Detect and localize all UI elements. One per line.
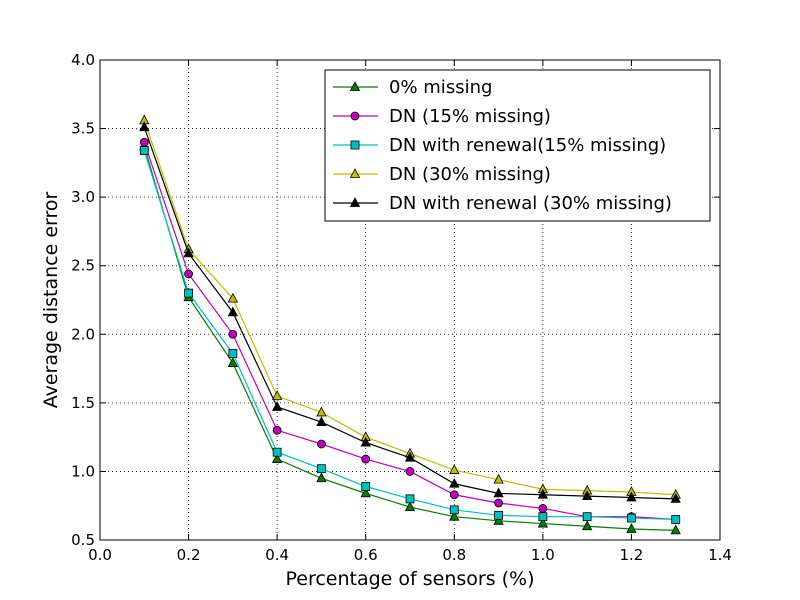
y-tick-label: 2.0	[71, 325, 95, 343]
data-point	[317, 464, 326, 474]
data-point	[228, 329, 238, 339]
data-point	[139, 137, 149, 147]
series-group	[139, 114, 681, 535]
data-point	[139, 146, 149, 155]
data-point	[449, 464, 460, 474]
legend-item: DN (15% missing)	[333, 106, 551, 127]
x-tick-label: 1.0	[531, 546, 555, 564]
data-point	[271, 453, 283, 463]
data-point	[537, 517, 549, 528]
data-point	[581, 490, 593, 501]
data-point	[404, 451, 416, 462]
series	[139, 146, 681, 524]
data-point	[582, 512, 592, 522]
y-tick-label: 3.0	[71, 188, 95, 206]
legend-label: DN with renewal (30% missing)	[389, 193, 672, 214]
data-point	[626, 523, 637, 533]
x-tick-label: 0.4	[265, 546, 289, 564]
data-point	[493, 514, 504, 525]
data-point	[405, 494, 415, 504]
y-tick-label: 0.5	[71, 531, 95, 549]
legend-marker	[350, 111, 360, 121]
data-point	[404, 501, 416, 511]
data-point	[538, 504, 548, 513]
x-tick-label: 0.8	[442, 546, 466, 564]
legend-label: DN with renewal(15% missing)	[389, 135, 666, 156]
data-point	[228, 349, 238, 358]
data-point	[494, 510, 503, 520]
data-point	[272, 425, 282, 435]
data-point	[360, 436, 371, 447]
data-point	[627, 513, 636, 523]
data-point	[227, 357, 239, 367]
data-point	[139, 121, 150, 132]
y-tick-label: 3.5	[71, 120, 95, 138]
data-point	[272, 447, 282, 457]
data-point	[405, 467, 415, 476]
data-point	[670, 493, 681, 503]
x-tick-label: 0.0	[88, 546, 112, 564]
data-point	[538, 512, 548, 522]
data-point	[581, 520, 593, 531]
y-tick-label: 2.5	[71, 257, 95, 275]
data-point	[670, 524, 681, 535]
legend-marker	[350, 140, 360, 150]
legend-label: DN (30% missing)	[389, 164, 551, 185]
data-point	[537, 488, 549, 499]
data-point	[316, 416, 327, 426]
data-point	[361, 454, 371, 464]
data-point	[360, 487, 371, 498]
y-tick-label: 1.0	[71, 462, 95, 480]
data-point	[671, 515, 681, 524]
legend-item: DN with renewal (30% missing)	[333, 193, 672, 214]
data-point	[271, 401, 283, 411]
legend-box	[324, 69, 711, 222]
data-point	[227, 306, 239, 317]
data-point	[449, 490, 459, 500]
x-axis-label: Percentage of sensors (%)	[285, 568, 534, 590]
data-point	[449, 477, 460, 488]
data-point	[449, 505, 459, 515]
data-point	[316, 406, 327, 417]
y-tick-label: 4.0	[71, 51, 95, 69]
data-point	[493, 487, 504, 498]
data-point	[494, 498, 503, 508]
data-point	[183, 247, 194, 258]
plot-area-frame	[99, 59, 721, 541]
data-point	[184, 269, 193, 279]
x-tick-label: 1.4	[708, 546, 732, 564]
data-point	[227, 292, 239, 303]
legend-item: DN (30% missing)	[333, 164, 551, 185]
legend: 0% missing DN (15% missing) DN with renewa…	[324, 69, 711, 222]
data-point	[626, 491, 637, 502]
y-tick-label: 1.5	[71, 394, 95, 412]
series	[139, 121, 681, 503]
legend-marker	[349, 81, 361, 91]
x-tick-label: 0.2	[177, 546, 201, 564]
y-axis-label: Average distance error	[40, 192, 62, 409]
legend-marker	[349, 168, 361, 178]
axis-ticks: 0.0 0.2 0.4 0.6 0.8 1.0 1.2 1.4 0.5 1.0 1.5 2.0 2.5 3…	[71, 51, 732, 564]
data-point	[316, 472, 327, 483]
legend-item: 0% missing	[333, 77, 492, 98]
legend-marker	[349, 197, 361, 207]
data-point	[271, 390, 283, 400]
data-point	[184, 288, 193, 298]
data-point	[361, 482, 371, 491]
data-point	[317, 439, 326, 449]
legend-label: DN (15% missing)	[389, 106, 551, 127]
data-point	[493, 473, 504, 484]
x-tick-label: 1.2	[619, 546, 643, 564]
data-point	[449, 510, 460, 521]
x-tick-label: 0.6	[354, 546, 378, 564]
legend-item: DN with renewal(15% missing)	[333, 135, 666, 156]
legend-label: 0% missing	[389, 77, 492, 98]
